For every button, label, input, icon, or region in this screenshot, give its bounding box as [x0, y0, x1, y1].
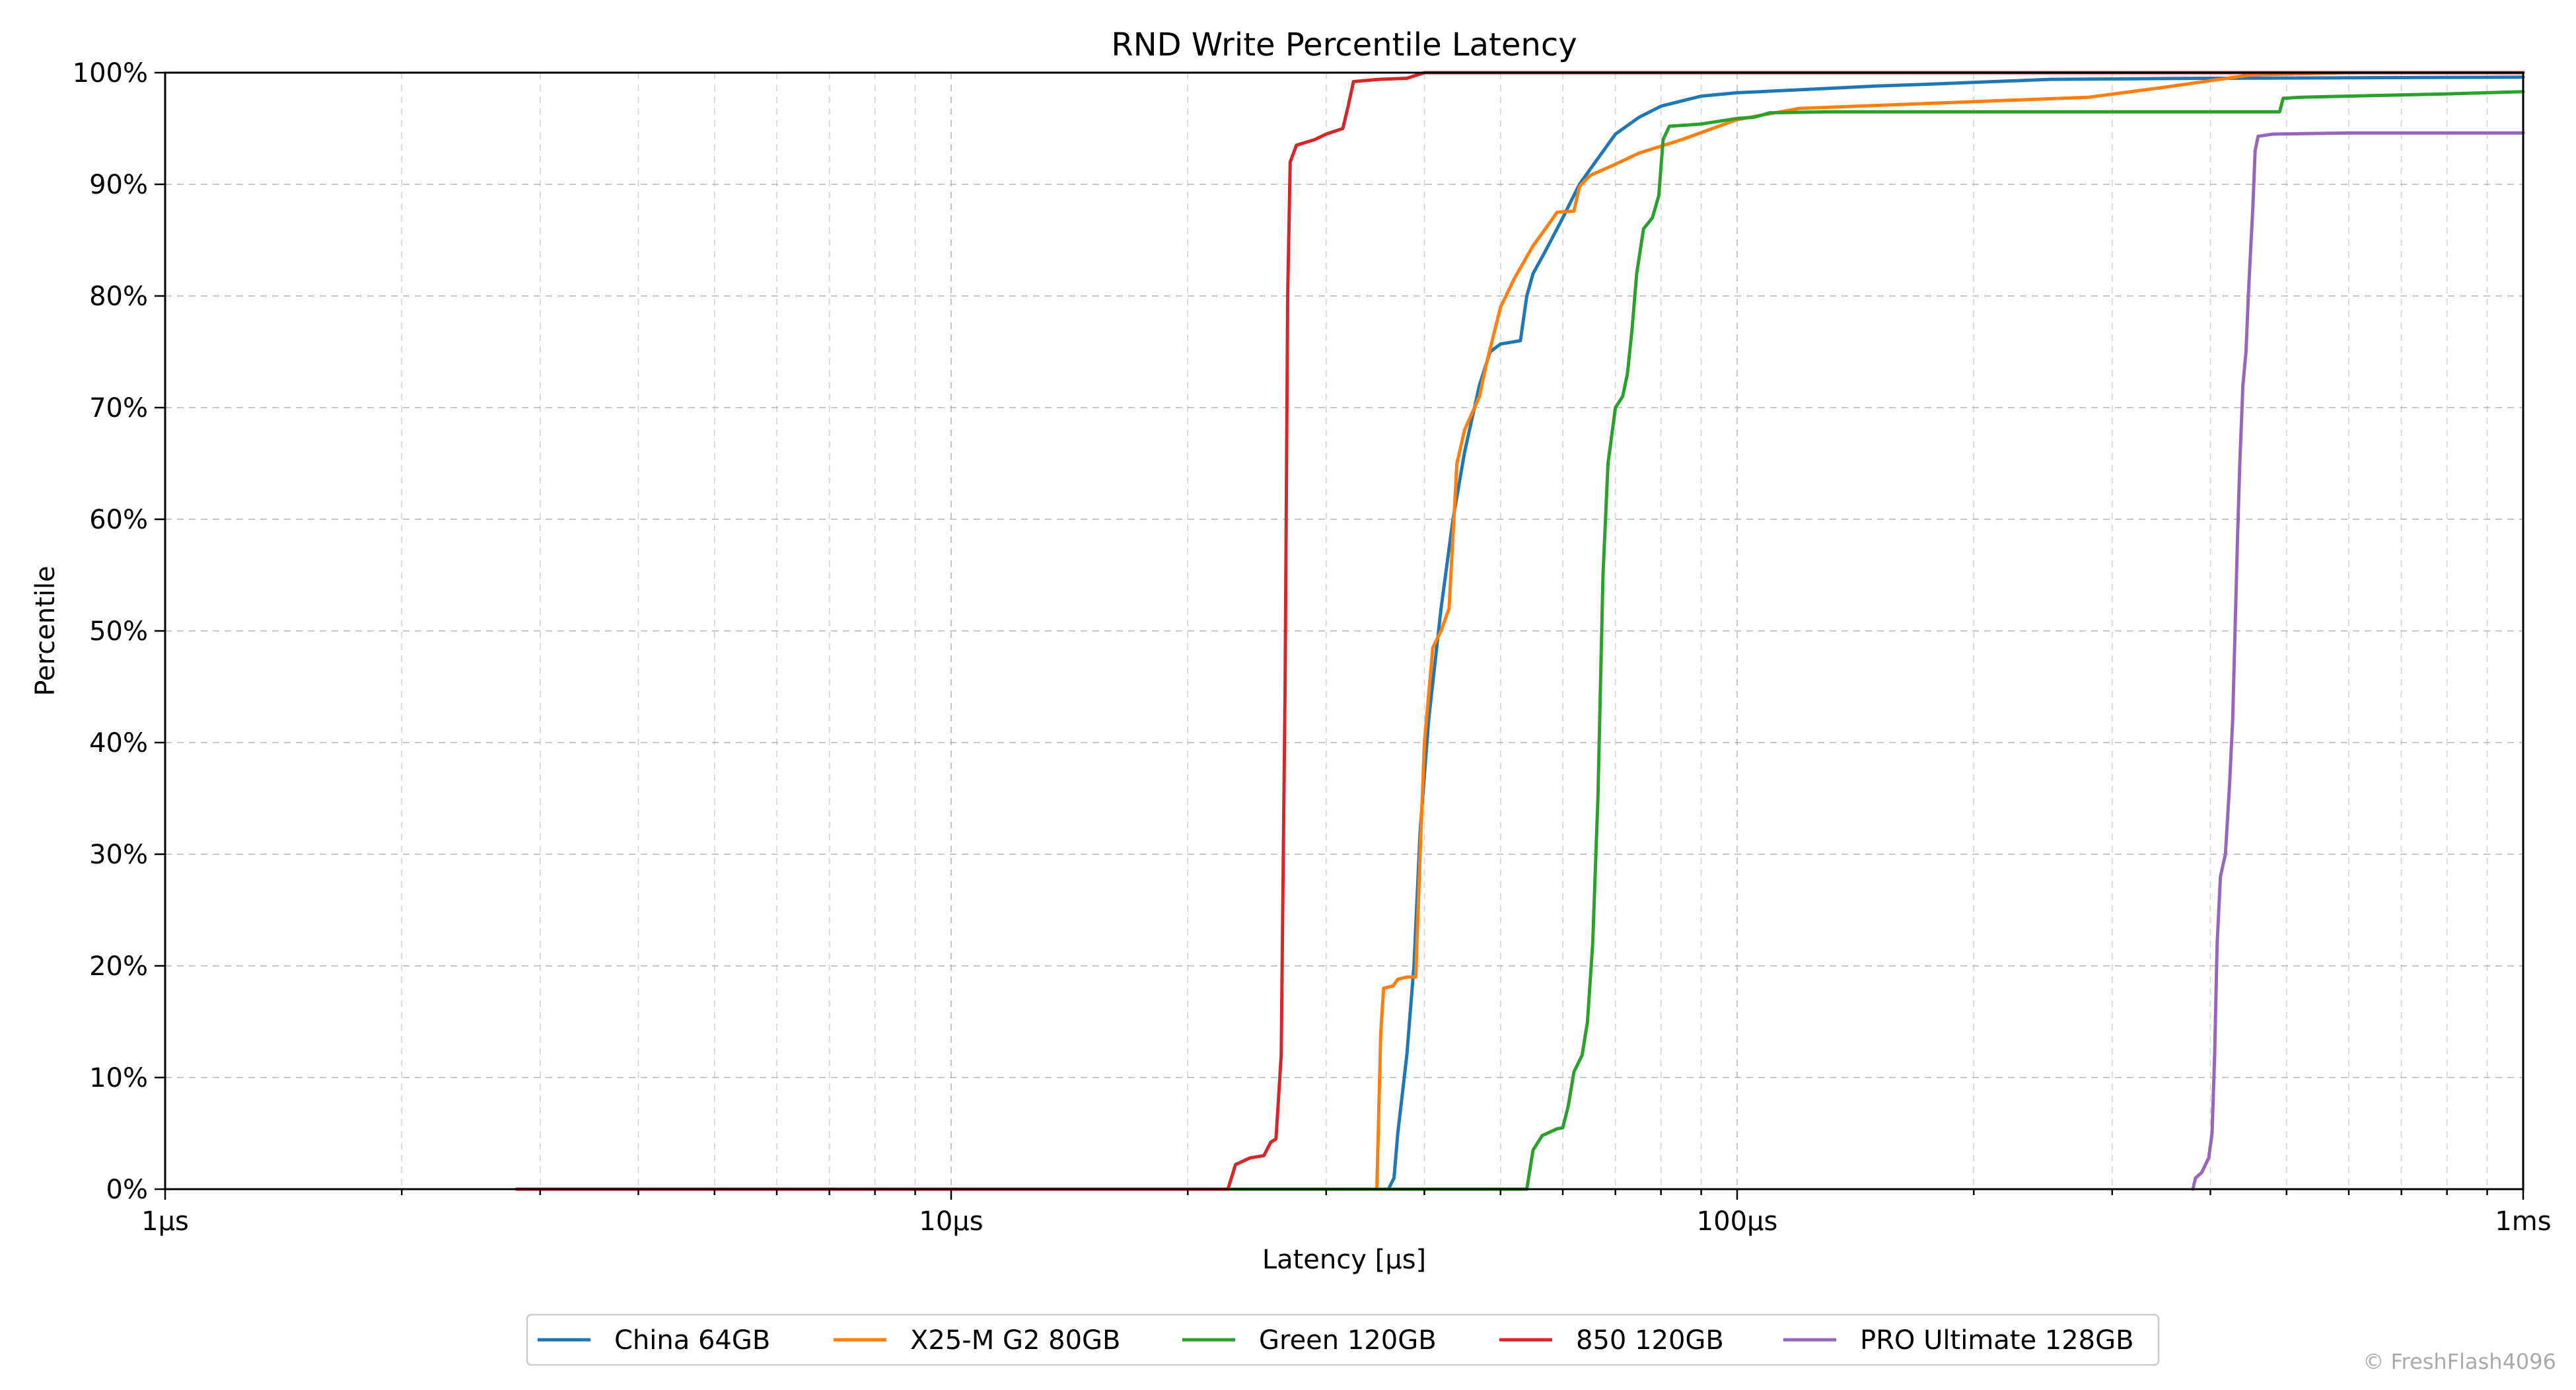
- legend-label: PRO Ultimate 128GB: [1860, 1325, 2134, 1356]
- y-tick-label: 100%: [73, 58, 148, 89]
- y-tick-label: 60%: [89, 505, 148, 535]
- x-tick-label: 100µs: [1697, 1206, 1778, 1237]
- x-tick-label: 10µs: [919, 1206, 983, 1237]
- x-axis-label: Latency [µs]: [1262, 1245, 1426, 1275]
- y-tick-label: 40%: [89, 728, 148, 758]
- x-tick-label: 1ms: [2495, 1206, 2551, 1237]
- legend-label: 850 120GB: [1576, 1325, 1724, 1356]
- watermark: © FreshFlash4096: [2363, 1349, 2556, 1374]
- legend-label: Green 120GB: [1259, 1325, 1437, 1356]
- series-line-5: [2191, 131, 2525, 1191]
- legend-label: X25-M G2 80GB: [910, 1325, 1120, 1356]
- legend-box: [526, 1313, 2160, 1366]
- y-tick-label: 20%: [89, 951, 148, 982]
- y-tick-label: 50%: [89, 616, 148, 647]
- y-tick-label: 30%: [89, 840, 148, 870]
- y-axis-label: Percentile: [30, 566, 61, 696]
- y-tick-label: 80%: [89, 281, 148, 312]
- series-lines: [515, 71, 2525, 1191]
- chart-title: RND Write Percentile Latency: [1111, 26, 1577, 63]
- series-line-1: [515, 75, 2525, 1191]
- y-tick-label: 70%: [89, 393, 148, 423]
- y-tick-label: 90%: [89, 170, 148, 200]
- series-line-4: [515, 71, 2525, 1191]
- legend-label: China 64GB: [614, 1325, 770, 1356]
- x-tick-label: 1µs: [141, 1206, 189, 1237]
- series-line-3: [515, 90, 2525, 1191]
- y-tick-label: 10%: [89, 1063, 148, 1093]
- series-line-2: [515, 71, 2525, 1191]
- legend: China 64GB X25-M G2 80GB Green 120GB 850 12…: [526, 1313, 2160, 1366]
- y-tick-label: 0%: [106, 1175, 148, 1205]
- axis-ticks: 1µs 10µs 100µs 1ms 0% 10% 20% 30% 40% 50% 60% 70% 80…: [73, 58, 2552, 1237]
